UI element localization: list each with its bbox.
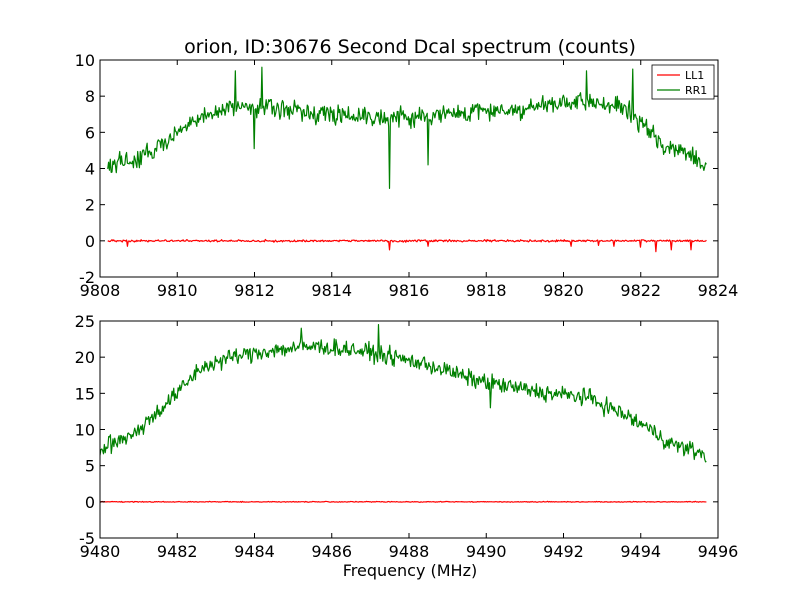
series-rr1-line [100,324,707,463]
y-tick-label: -2 [79,268,95,287]
top-plot: 9808 9810 9812 9814 9816 9818 9820 9822 9824 -2 0 2… [75,51,739,300]
x-tick-label: 9814 [311,281,352,300]
y-tick-label: -5 [79,529,95,548]
legend-label-rr1: RR1 [685,84,707,97]
y-tick-label: 2 [85,196,95,215]
x-tick-label: 9818 [466,281,507,300]
plot-area [100,324,707,503]
y-tick-label: 25 [75,312,95,331]
plot-area [107,66,707,253]
y-tick-label: 0 [85,232,95,251]
y-tick-label: 10 [75,421,95,440]
x-tick-label: 9824 [698,281,739,300]
y-tick-label: 8 [85,87,95,106]
series-ll1-line [100,500,707,503]
x-tick-label: 9486 [311,542,352,561]
x-axis-label: Frequency (MHz) [343,561,477,580]
y-tick-label: 0 [85,493,95,512]
y-tick-label: 4 [85,160,95,179]
y-tick-label: 20 [75,348,95,367]
legend-label-ll1: LL1 [685,69,704,82]
x-tick-label: 9810 [157,281,198,300]
chart-title: orion, ID:30676 Second Dcal spectrum (co… [184,36,636,58]
x-tick-label: 9480 [80,542,121,561]
series-ll1-line [107,238,707,253]
x-tick-label: 9816 [389,281,430,300]
x-tick-label: 9482 [157,542,198,561]
y-tick-label: 10 [75,51,95,70]
x-tick-label: 9490 [466,542,507,561]
x-tick-label: 9822 [620,281,661,300]
x-tick-label: 9820 [543,281,584,300]
y-tick-label: 15 [75,384,95,403]
legend-box [651,64,715,100]
y-tick-label: 5 [85,457,95,476]
x-tick-label: 9484 [234,542,275,561]
x-tick-label: 9488 [389,542,430,561]
y-tick-label: 6 [85,123,95,142]
bottom-plot: 9480 9482 9484 9486 9488 9490 9492 9494 9496 -5 0 5… [75,312,739,561]
series-rr1-line [107,66,707,189]
x-tick-label: 9492 [543,542,584,561]
x-tick-label: 9808 [80,281,121,300]
x-tick-label: 9812 [234,281,275,300]
x-tick-label: 9496 [698,542,739,561]
x-tick-label: 9494 [620,542,661,561]
